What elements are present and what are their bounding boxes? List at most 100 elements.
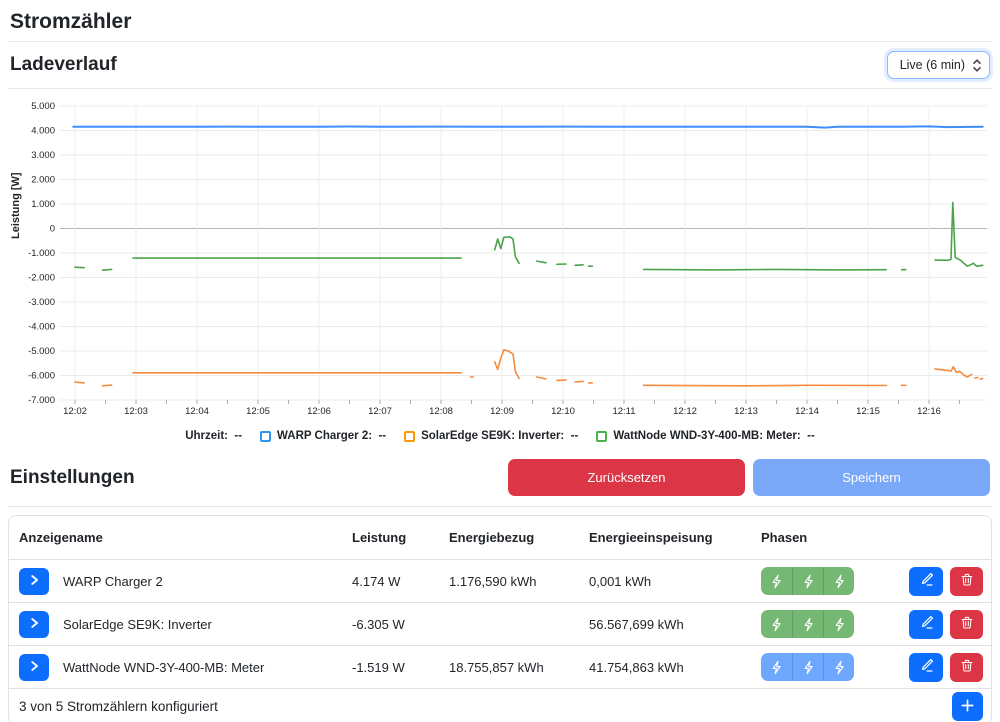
svg-text:-2.000: -2.000 [28, 273, 55, 284]
chevron-right-icon [27, 616, 41, 633]
table-header-row: Anzeigename Leistung Energiebezug Energi… [9, 516, 991, 559]
interval-select-value: Live (6 min) [899, 58, 965, 72]
meter-power: 4.174 W [352, 573, 401, 589]
svg-text:2.000: 2.000 [31, 175, 55, 186]
trash-icon [960, 615, 974, 633]
legend-item: WattNode WND-3Y-400-MB: Meter: -- [596, 430, 815, 442]
svg-text:12:02: 12:02 [63, 406, 87, 417]
table-row: WattNode WND-3Y-400-MB: Meter -1.519 W 1… [9, 645, 991, 688]
phase-bolt-icon [792, 653, 823, 681]
einstellungen-buttons: Zurücksetzen Speichern [508, 459, 990, 496]
svg-text:12:14: 12:14 [795, 406, 819, 417]
col-header-energieeinspeisung: Energieeinspeisung [589, 530, 713, 545]
select-stepper-icon [973, 58, 981, 72]
meter-power: -6.305 W [352, 616, 405, 632]
col-header-leistung: Leistung [352, 530, 407, 545]
table-row: SolarEdge SE9K: Inverter -6.305 W 56.567… [9, 602, 991, 645]
legend-swatch [596, 430, 608, 442]
einstellungen-title: Einstellungen [10, 466, 135, 488]
svg-text:12:03: 12:03 [124, 406, 148, 417]
interval-select[interactable]: Live (6 min) [886, 51, 990, 79]
svg-text:4.000: 4.000 [31, 126, 55, 137]
trash-icon [960, 572, 974, 590]
phase-bolt-icon [823, 610, 854, 638]
chart-area: 5.000 4.000 3.000 2.000 1.000 0 -1.000 -2.000 -3… [8, 89, 992, 445]
reset-button[interactable]: Zurücksetzen [508, 459, 745, 496]
svg-text:-5.000: -5.000 [28, 346, 55, 357]
phase-bolt-icon [823, 567, 854, 595]
chart-legend: Uhrzeit: -- WARP Charger 2: -- SolarEdge S… [8, 427, 992, 445]
svg-text:12:08: 12:08 [429, 406, 453, 417]
svg-text:12:09: 12:09 [490, 406, 514, 417]
svg-text:12:12: 12:12 [673, 406, 697, 417]
ladeverlauf-chart: 5.000 4.000 3.000 2.000 1.000 0 -1.000 -2.000 -3… [28, 101, 987, 417]
svg-text:12:06: 12:06 [307, 406, 331, 417]
meters-table: Anzeigename Leistung Energiebezug Energi… [8, 515, 992, 722]
phase-bolt-icon [823, 653, 854, 681]
save-button[interactable]: Speichern [753, 459, 990, 496]
legend-item: WARP Charger 2: -- [260, 430, 386, 442]
svg-text:12:04: 12:04 [185, 406, 209, 417]
svg-text:12:10: 12:10 [551, 406, 575, 417]
legend-item: SolarEdge SE9K: Inverter: -- [404, 430, 578, 442]
edit-meter-button[interactable] [909, 652, 943, 682]
meter-name: WARP Charger 2 [63, 573, 163, 589]
legend-swatch [260, 430, 272, 442]
phases-indicator [761, 653, 854, 681]
svg-text:-6.000: -6.000 [28, 371, 55, 382]
svg-text:12:15: 12:15 [856, 406, 880, 417]
meter-power: -1.519 W [352, 659, 405, 675]
trash-icon [960, 658, 974, 676]
phase-bolt-icon [792, 567, 823, 595]
pencil-icon [919, 615, 934, 633]
expand-row-button[interactable] [19, 653, 49, 681]
meter-energy-import: 1.176,590 kWh [449, 573, 537, 589]
svg-text:12:05: 12:05 [246, 406, 270, 417]
meter-name: WattNode WND-3Y-400-MB: Meter [63, 659, 265, 675]
page-title: Stromzähler [8, 0, 992, 42]
svg-text:5.000: 5.000 [31, 101, 55, 112]
meter-energy-import: 18.755,857 kWh [449, 659, 544, 675]
ladeverlauf-title: Ladeverlauf [10, 54, 117, 75]
svg-text:-3.000: -3.000 [28, 297, 55, 308]
einstellungen-header: Einstellungen Zurücksetzen Speichern [8, 451, 992, 507]
meter-energy-export: 56.567,699 kWh [589, 616, 684, 632]
plus-icon [960, 698, 975, 716]
edit-meter-button[interactable] [909, 566, 943, 596]
svg-text:12:11: 12:11 [612, 406, 635, 417]
phase-bolt-icon [792, 610, 823, 638]
phase-bolt-icon [761, 653, 792, 681]
meter-energy-export: 41.754,863 kWh [589, 659, 684, 675]
table-body: WARP Charger 2 4.174 W 1.176,590 kWh 0,0… [9, 559, 991, 688]
chevron-right-icon [27, 573, 41, 590]
svg-text:0: 0 [50, 224, 55, 235]
col-header-anzeigename: Anzeigename [19, 530, 103, 545]
svg-text:3.000: 3.000 [31, 150, 55, 161]
svg-text:12:13: 12:13 [734, 406, 758, 417]
delete-meter-button[interactable] [950, 609, 983, 639]
col-header-phasen: Phasen [761, 530, 808, 545]
legend-item: Uhrzeit: -- [185, 430, 243, 442]
svg-text:12:16: 12:16 [917, 406, 941, 417]
edit-meter-button[interactable] [909, 609, 943, 639]
pencil-icon [919, 572, 934, 590]
phase-bolt-icon [761, 610, 792, 638]
phases-indicator [761, 567, 854, 595]
table-row: WARP Charger 2 4.174 W 1.176,590 kWh 0,0… [9, 559, 991, 602]
add-meter-button[interactable] [952, 692, 983, 721]
phase-bolt-icon [761, 567, 792, 595]
y-axis-title: Leistung [W] [10, 172, 22, 239]
phases-indicator [761, 610, 854, 638]
col-header-energiebezug: Energiebezug [449, 530, 535, 545]
svg-text:-7.000: -7.000 [28, 395, 55, 406]
delete-meter-button[interactable] [950, 652, 983, 682]
chevron-right-icon [27, 659, 41, 676]
expand-row-button[interactable] [19, 610, 49, 638]
delete-meter-button[interactable] [950, 566, 983, 596]
table-footer: 3 von 5 Stromzählern konfiguriert [9, 688, 991, 722]
expand-row-button[interactable] [19, 567, 49, 595]
meter-count-status: 3 von 5 Stromzählern konfiguriert [19, 699, 218, 714]
pencil-icon [919, 658, 934, 676]
svg-text:-4.000: -4.000 [28, 322, 55, 333]
